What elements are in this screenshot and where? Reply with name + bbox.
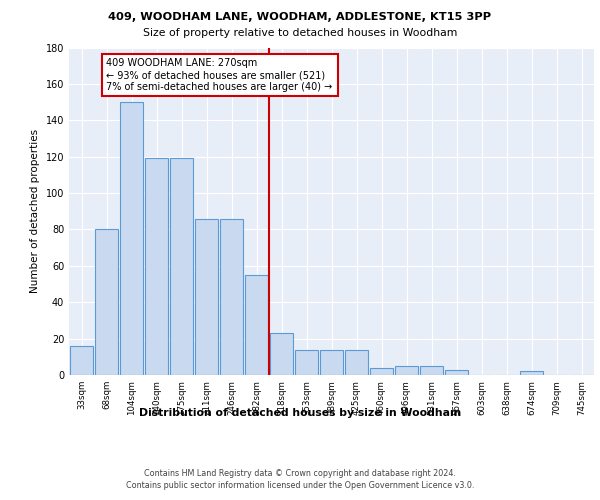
Bar xyxy=(220,218,244,375)
Text: Size of property relative to detached houses in Woodham: Size of property relative to detached ho… xyxy=(143,28,457,38)
Bar xyxy=(194,218,218,375)
Text: Distribution of detached houses by size in Woodham: Distribution of detached houses by size … xyxy=(139,408,461,418)
Y-axis label: Number of detached properties: Number of detached properties xyxy=(30,129,40,294)
Bar xyxy=(119,102,143,375)
Bar xyxy=(419,366,443,375)
Bar xyxy=(269,333,293,375)
Bar xyxy=(295,350,319,375)
Text: Contains public sector information licensed under the Open Government Licence v3: Contains public sector information licen… xyxy=(126,481,474,490)
Text: 409 WOODHAM LANE: 270sqm
← 93% of detached houses are smaller (521)
7% of semi-d: 409 WOODHAM LANE: 270sqm ← 93% of detach… xyxy=(107,58,333,92)
Bar xyxy=(344,350,368,375)
Bar xyxy=(370,368,394,375)
Bar xyxy=(145,158,169,375)
Bar xyxy=(245,275,268,375)
Bar xyxy=(520,372,544,375)
Bar xyxy=(395,366,418,375)
Bar xyxy=(320,350,343,375)
Bar xyxy=(70,346,94,375)
Text: 409, WOODHAM LANE, WOODHAM, ADDLESTONE, KT15 3PP: 409, WOODHAM LANE, WOODHAM, ADDLESTONE, … xyxy=(109,12,491,22)
Bar xyxy=(445,370,469,375)
Bar xyxy=(170,158,193,375)
Bar xyxy=(95,230,118,375)
Text: Contains HM Land Registry data © Crown copyright and database right 2024.: Contains HM Land Registry data © Crown c… xyxy=(144,469,456,478)
